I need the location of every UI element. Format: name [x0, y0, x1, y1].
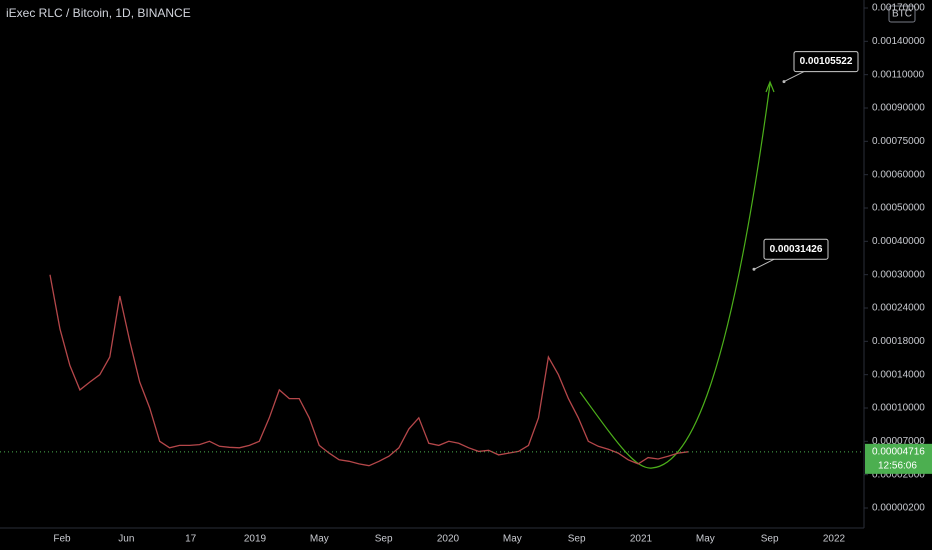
y-tick-label: 0.00014000 — [872, 369, 925, 380]
x-tick-label: Feb — [53, 534, 71, 545]
callout-anchor — [782, 80, 786, 84]
callout-pointer — [753, 258, 775, 270]
chart-title: iExec RLC / Bitcoin, 1D, BINANCE — [6, 6, 191, 20]
x-tick-label: 2022 — [823, 534, 846, 545]
x-tick-label: May — [696, 534, 715, 545]
y-tick-label: 0.00024000 — [872, 303, 925, 314]
projection-arrow — [765, 80, 775, 93]
y-tick-label: 0.00007000 — [872, 436, 925, 447]
y-tick-label: 0.00075000 — [872, 136, 925, 147]
y-tick-label: 0.00002000 — [872, 469, 925, 480]
countdown: 12:56:06 — [878, 460, 917, 471]
x-tick-label: May — [310, 534, 329, 545]
callout-label: 0.00105522 — [800, 56, 853, 67]
projection-curve — [579, 83, 771, 469]
currency-badge[interactable] — [888, 5, 916, 23]
callout-label: 0.00031426 — [770, 244, 823, 255]
callout-box — [763, 238, 829, 260]
x-tick-label: Sep — [761, 534, 779, 545]
y-tick-label: 0.00018000 — [872, 336, 925, 347]
x-tick-label: 2020 — [437, 534, 460, 545]
callout-box — [793, 51, 859, 73]
y-tick-label: 0.00050000 — [872, 203, 925, 214]
x-tick-label: 2021 — [630, 534, 653, 545]
callout-anchor — [752, 267, 756, 271]
x-tick-label: Sep — [375, 534, 393, 545]
y-tick-label: 0.00040000 — [872, 236, 925, 247]
y-tick-label: 0.00010000 — [872, 403, 925, 414]
y-tick-label: 0.00000200 — [872, 503, 925, 514]
price-line — [49, 274, 689, 467]
price-tag-label: 0.00004716 — [872, 446, 925, 457]
y-tick-label: 0.00030000 — [872, 269, 925, 280]
y-tick-label: 0.00110000 — [872, 69, 925, 80]
callout-pointer — [783, 71, 805, 83]
price-tag — [865, 443, 932, 474]
y-tick-label: 0.00060000 — [872, 169, 925, 180]
y-tick-label: 0.00140000 — [872, 36, 925, 47]
x-tick-label: Jun — [118, 534, 134, 545]
y-tick-label: 0.00170000 — [872, 3, 925, 14]
x-tick-label: Sep — [568, 534, 586, 545]
currency-label: BTC — [892, 9, 912, 20]
x-tick-label: 17 — [185, 534, 197, 545]
x-tick-label: 2019 — [244, 534, 267, 545]
x-tick-label: May — [503, 534, 522, 545]
y-tick-label: 0.00090000 — [872, 103, 925, 114]
